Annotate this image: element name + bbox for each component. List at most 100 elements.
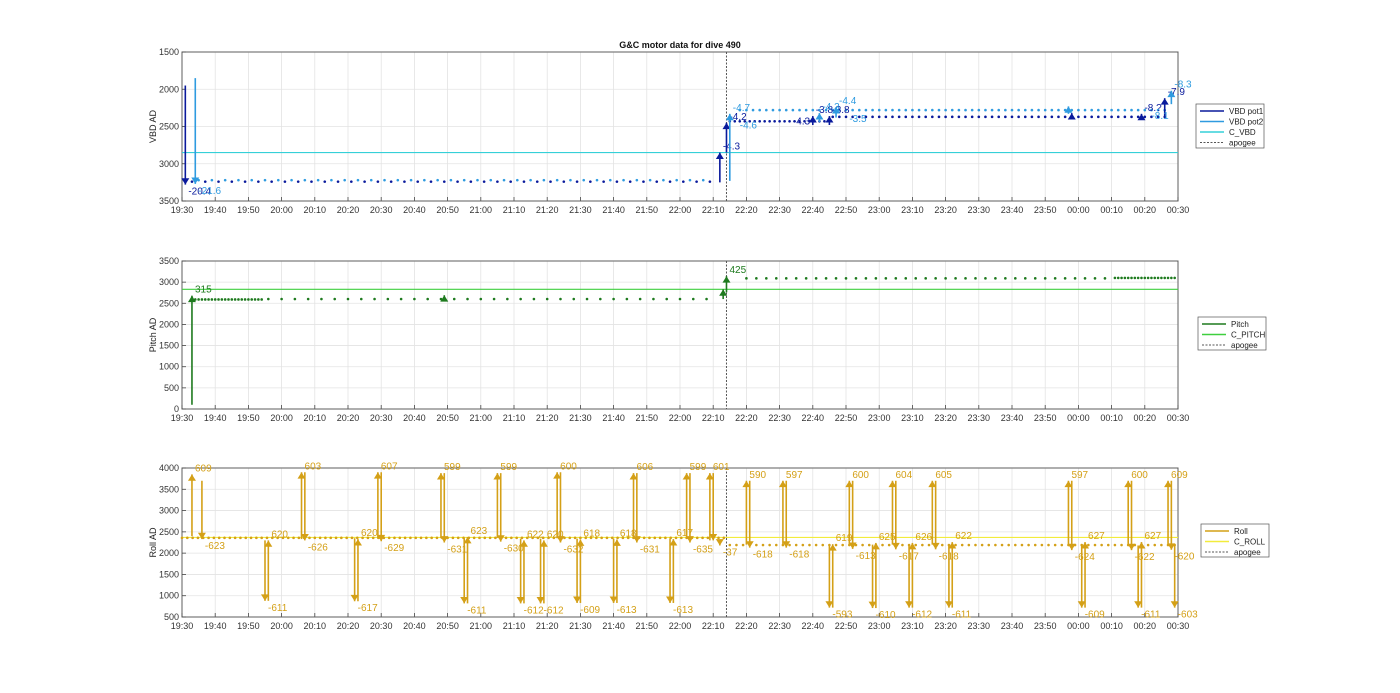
roll-point [563,536,566,540]
x-tick-label: 20:40 [403,621,426,631]
vbd-pot2-point [1004,108,1007,112]
roll-arrow-head [539,540,548,547]
vbd-pot1-point [363,180,366,183]
vbd-pot1-point [1010,115,1014,119]
x-tick-label: 22:40 [802,205,825,215]
roll-arrow-head [845,480,854,488]
vbd-pot1-point [270,180,273,183]
roll-arrow-label: 599 [444,462,461,473]
roll-point [1047,543,1050,547]
vbd-pot1-point [1156,115,1160,119]
roll-arrow-label: -612 [524,605,544,616]
x-tick-label: 20:20 [337,621,360,631]
roll-point [1000,543,1004,547]
roll-arrow-label: -631 [640,545,660,556]
vbd-pot2-arrow-head [725,113,734,121]
x-tick-label: 20:00 [270,205,293,215]
vbd-pot1-point [768,119,771,123]
pitch-point [247,298,250,301]
vbd-pot1-point [1097,115,1100,119]
vbd-pot2-point [343,178,346,182]
pitch-point [1150,276,1153,280]
roll-arrow-head [576,539,585,546]
roll-arrow-label: -609 [1085,610,1105,621]
x-tick-label: 21:50 [636,413,659,423]
roll-point [355,536,359,540]
roll-point [867,543,871,547]
y-tick-label: 2000 [159,548,179,558]
roll-point [761,543,765,547]
roll-point [664,536,667,540]
pitch-point [203,298,207,301]
x-tick-label: 20:10 [304,621,327,631]
pitch-point [585,297,589,301]
x-tick-label: 20:00 [270,621,293,631]
roll-arrow-label: -603 [1178,610,1198,621]
vbd-pot1-point [773,119,776,123]
roll-point [340,536,343,540]
roll-arrow-head [705,473,714,480]
vbd-pot1-point [891,115,894,119]
roll-point [207,536,210,540]
roll-point [605,536,609,540]
roll-point [552,536,556,540]
roll-point [281,536,285,540]
pitch-point [1033,277,1037,280]
vbd-pot2-point [897,108,901,112]
pitch-point [492,297,496,301]
roll-arrow-head [868,601,877,609]
roll-arrow-label: 606 [637,462,654,473]
vbd-pot2-point [911,108,914,112]
vbd-pot1-point [984,115,987,119]
vbd-pot1-point [695,180,698,183]
roll-point [217,536,221,540]
x-tick-label: 20:20 [337,413,360,423]
vbd-pot2-point [950,108,954,112]
vbd-pot2-point [237,178,240,182]
roll-arrow-head [928,480,937,488]
vbd-pot1-point [1143,115,1147,119]
roll-arrow-head [1077,601,1086,608]
x-tick-label: 22:30 [768,621,791,631]
roll-point [1040,543,1044,547]
vbd-pot1-point [522,180,526,183]
roll-point [191,536,194,540]
x-tick-label: 00:20 [1134,205,1157,215]
roll-point [515,536,518,540]
vbd-pot1-arrow-label: -7.9 [1168,87,1186,98]
x-tick-label: 21:10 [503,205,526,215]
y-tick-label: 3500 [159,484,179,494]
vbd-pot2-point [1136,108,1140,112]
roll-arrow-label: -620 [1174,552,1194,563]
roll-arrow-head [871,542,880,550]
pitch-point [243,298,247,301]
x-tick-label: 21:20 [536,621,559,631]
vbd-pot1-point [310,180,313,183]
vbd-pot2-point [436,178,439,182]
roll-point [409,536,412,540]
pitch-point [260,298,263,301]
roll-arrow-head [609,596,618,603]
roll-point [1120,543,1123,547]
vbd-pot2-point [1083,108,1087,112]
pitch-point [1143,276,1147,280]
vbd-pot2-point [356,178,360,182]
x-tick-label: 23:40 [1001,413,1024,423]
x-tick-label: 22:00 [669,621,692,631]
roll-point [271,536,274,540]
vbd-pot2-point [884,108,888,112]
vbd-pot2-point [917,108,921,112]
vbd-pot2-point [1030,108,1034,112]
roll-point [1053,543,1057,547]
pitch-point [572,297,576,301]
x-tick-label: 21:40 [602,205,625,215]
roll-arrow-head [1134,601,1143,608]
roll-point [525,536,529,540]
vbd-pot2-point [831,108,835,112]
vbd-pot1-point [496,180,499,183]
pitch-point [705,297,708,301]
x-tick-label: 00:10 [1100,413,1123,423]
vbd-pot1-point [937,115,941,119]
roll-arrow-head [782,541,791,548]
plot-frame [181,260,1179,410]
